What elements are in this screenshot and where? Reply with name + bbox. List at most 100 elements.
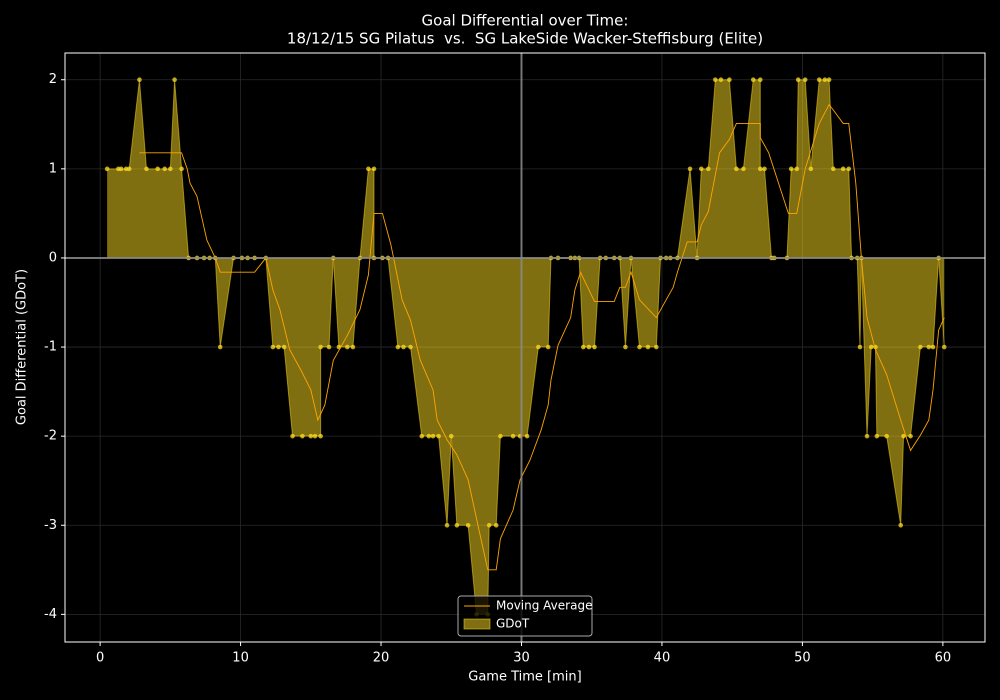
data-point xyxy=(808,166,814,172)
data-point xyxy=(545,344,551,350)
y-tick-label: 1 xyxy=(49,161,57,176)
data-point xyxy=(705,166,711,172)
x-axis-label: Game Time [min] xyxy=(468,670,581,685)
data-point xyxy=(586,344,592,350)
data-point xyxy=(898,522,904,528)
data-point xyxy=(498,433,503,439)
data-point xyxy=(687,166,693,172)
data-point xyxy=(908,433,913,439)
data-point xyxy=(795,77,801,83)
x-tick-label: 40 xyxy=(654,651,671,666)
data-point xyxy=(802,77,808,83)
data-point xyxy=(757,77,763,83)
data-point xyxy=(637,344,642,350)
data-point xyxy=(816,77,822,83)
legend-label: Moving Average xyxy=(496,599,592,613)
data-point xyxy=(345,344,350,350)
data-point xyxy=(179,166,184,172)
legend-label: GDoT xyxy=(496,617,530,631)
data-point xyxy=(401,344,406,350)
x-tick-label: 10 xyxy=(232,651,249,666)
legend-swatch xyxy=(463,618,491,630)
data-point xyxy=(162,166,168,172)
data-point xyxy=(312,433,318,439)
data-point xyxy=(436,433,441,439)
data-point xyxy=(941,344,947,350)
data-point xyxy=(930,344,936,350)
data-point xyxy=(168,166,173,172)
data-point xyxy=(419,433,425,439)
data-point xyxy=(318,344,323,350)
data-point xyxy=(788,166,794,172)
y-tick-label: -3 xyxy=(44,518,57,533)
data-point xyxy=(822,77,828,83)
data-point xyxy=(918,344,923,350)
y-tick-label: -2 xyxy=(44,429,57,444)
data-point xyxy=(741,166,746,172)
data-point xyxy=(118,166,124,172)
data-point xyxy=(884,433,889,439)
data-point xyxy=(645,344,651,350)
data-point xyxy=(536,344,541,350)
data-point xyxy=(874,433,880,439)
data-point xyxy=(454,522,460,528)
data-point xyxy=(623,344,628,350)
y-tick-label: 2 xyxy=(49,72,57,87)
data-point xyxy=(444,522,450,528)
data-point xyxy=(318,433,323,439)
data-point xyxy=(868,344,874,350)
data-point xyxy=(826,77,832,83)
y-axis-label: Goal Differential (GDoT) xyxy=(15,269,30,425)
data-point xyxy=(831,166,836,172)
data-point xyxy=(371,166,377,172)
data-point xyxy=(698,166,704,172)
data-point xyxy=(794,166,800,172)
data-point xyxy=(426,433,432,439)
data-point xyxy=(750,77,756,83)
data-point xyxy=(718,77,724,83)
x-tick-label: 30 xyxy=(513,651,530,666)
legend-box xyxy=(457,595,593,637)
data-point xyxy=(448,433,454,439)
data-point xyxy=(430,433,436,439)
y-tick-label: 0 xyxy=(49,250,57,265)
data-point xyxy=(840,166,846,172)
y-tick-label: -4 xyxy=(44,607,57,622)
data-point xyxy=(104,166,110,172)
data-point xyxy=(757,166,763,172)
data-point xyxy=(395,344,401,350)
data-point xyxy=(926,344,932,350)
chart-subtitle: 18/12/15 SG Pilatus vs. SG LakeSide Wack… xyxy=(287,30,763,48)
data-point xyxy=(493,522,499,528)
data-point xyxy=(592,344,597,350)
axes-frame xyxy=(64,52,986,643)
x-tick-label: 60 xyxy=(935,651,952,666)
data-point xyxy=(580,344,586,350)
data-point xyxy=(270,344,276,350)
data-point xyxy=(144,166,149,172)
line xyxy=(139,103,945,571)
data-point xyxy=(326,344,332,350)
data-point xyxy=(857,344,863,350)
data-point xyxy=(846,166,852,172)
data-point xyxy=(300,433,305,439)
data-point xyxy=(864,433,870,439)
x-tick-label: 0 xyxy=(96,651,104,666)
data-point xyxy=(762,166,767,172)
data-point xyxy=(654,344,659,350)
data-point xyxy=(524,433,530,439)
x-tick-label: 20 xyxy=(373,651,390,666)
data-point xyxy=(155,166,161,172)
data-point xyxy=(734,166,739,172)
data-point xyxy=(350,344,356,350)
area-fill xyxy=(107,79,945,615)
data-point xyxy=(510,433,516,439)
data-point xyxy=(366,166,371,172)
data-point xyxy=(901,433,906,439)
data-point xyxy=(465,522,471,528)
x-tick-label: 50 xyxy=(794,651,811,666)
data-point xyxy=(727,77,732,83)
data-point xyxy=(172,77,177,83)
